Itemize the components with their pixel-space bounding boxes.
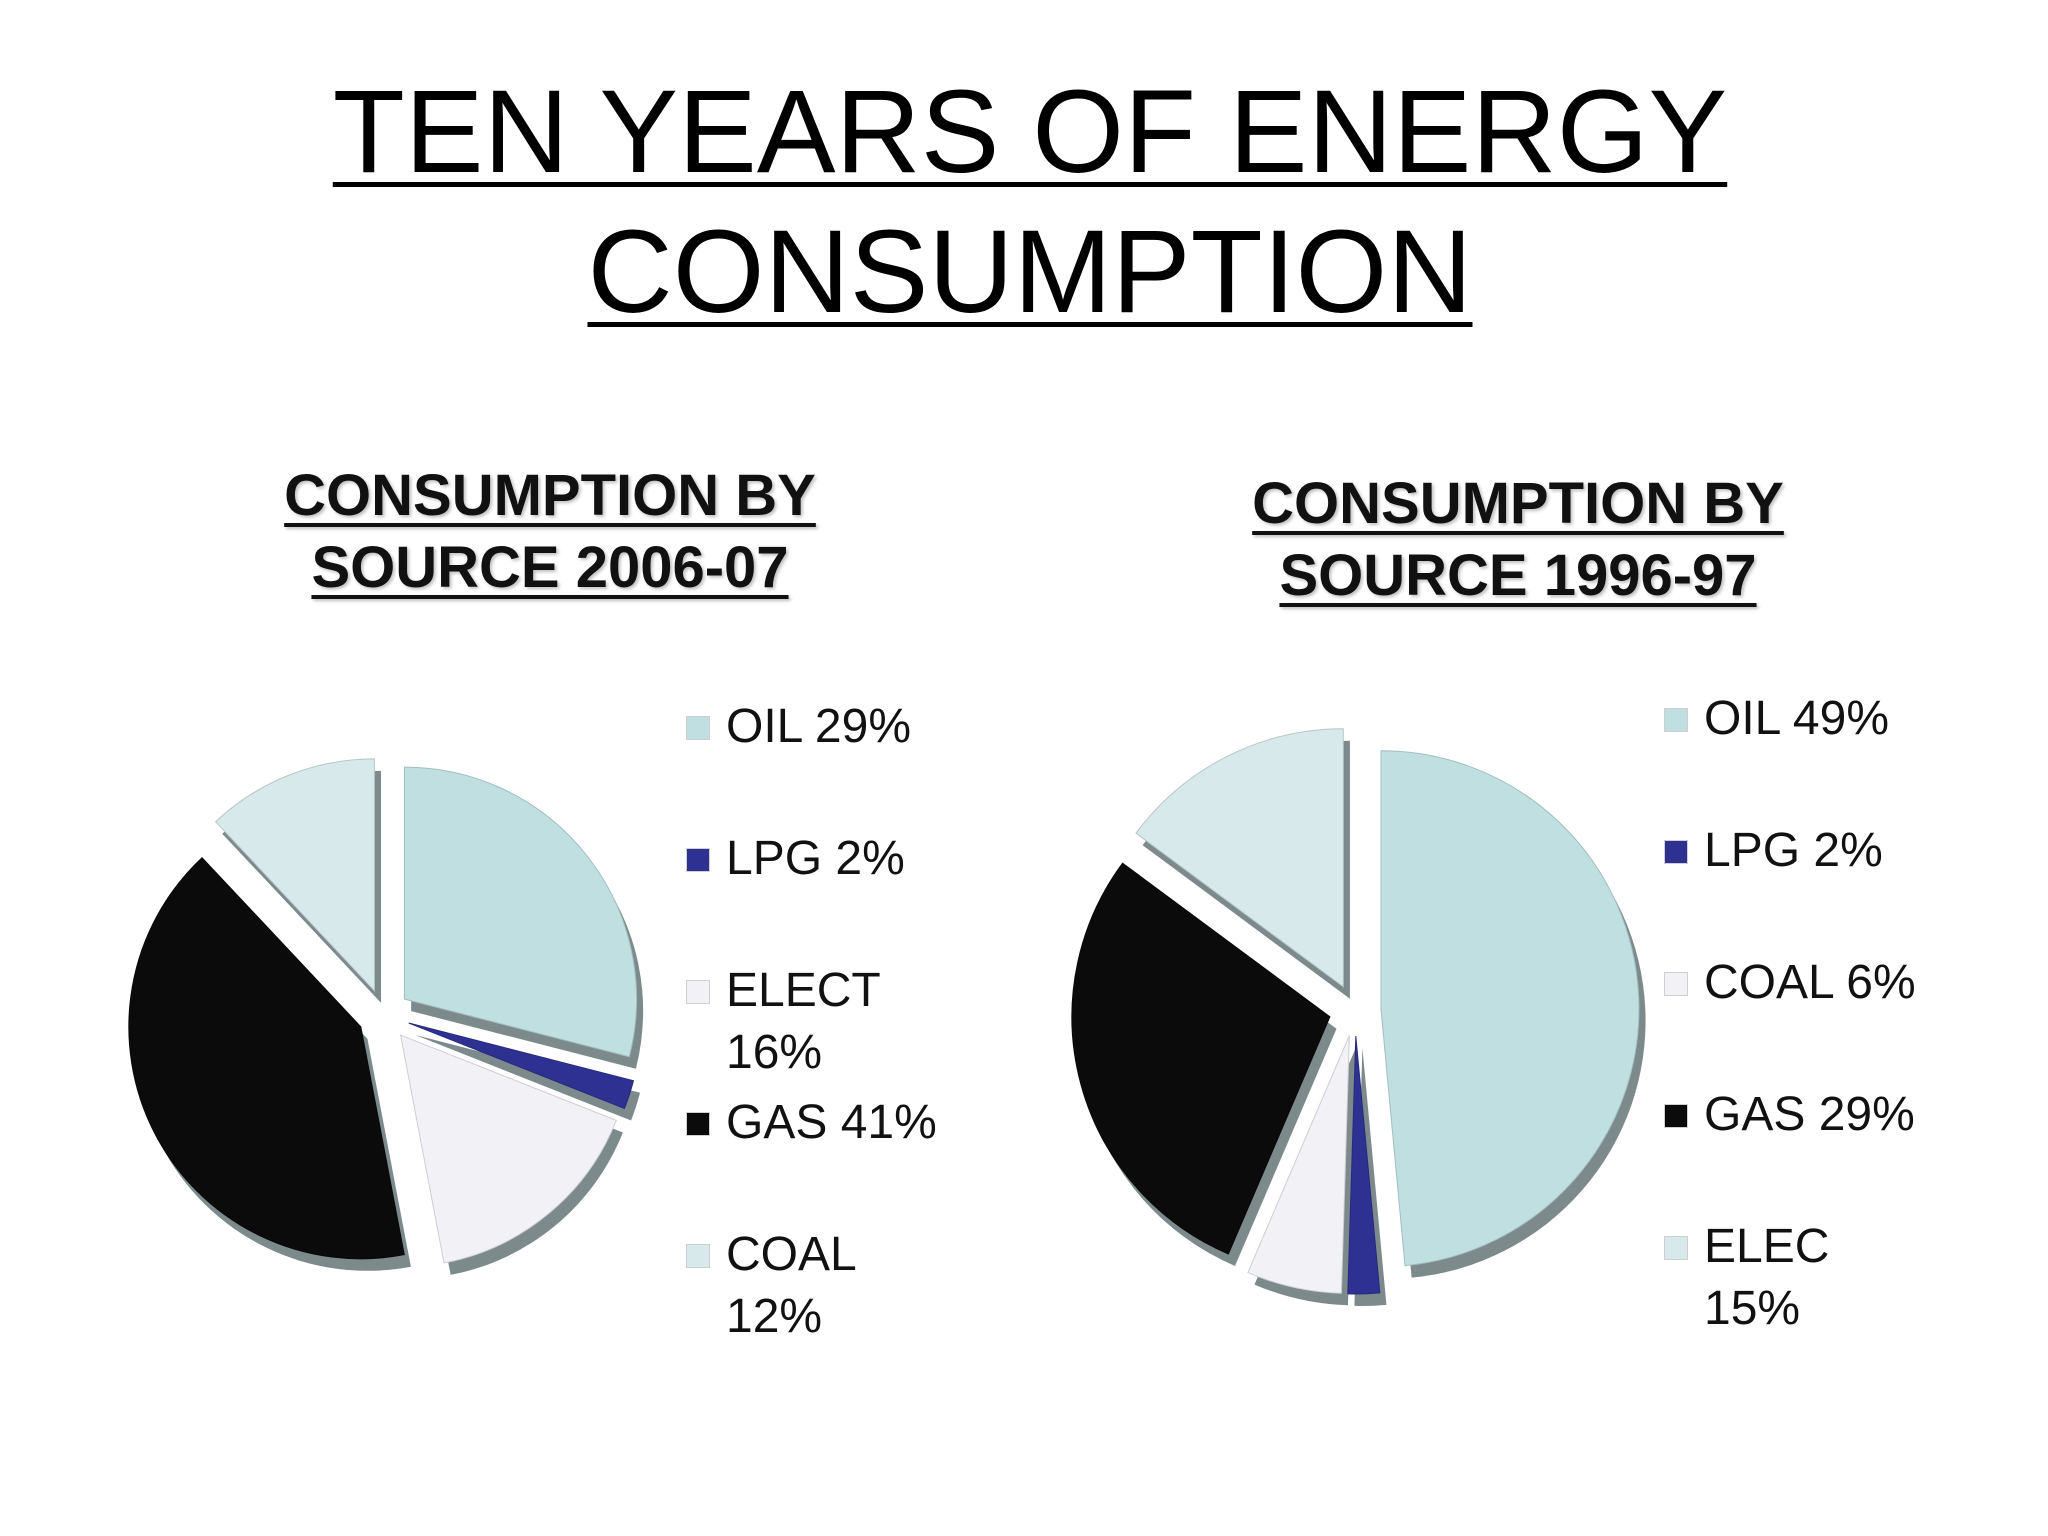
pie-slice-coal (1247, 1035, 1350, 1294)
legend-label: COAL 6% (1704, 956, 1916, 1009)
pie-slice-gas (1071, 862, 1331, 1255)
legend-label: ELEC 15% (1704, 1220, 1830, 1335)
legend-swatch (1664, 708, 1688, 732)
legend-label: GAS 41% (726, 1096, 937, 1149)
legend-swatch (686, 1112, 710, 1136)
pie-slice-lpg (408, 1022, 635, 1110)
legend-swatch (1664, 972, 1688, 996)
legend-2006-07: OIL 29% LPG 2% ELECT 16% GAS 41% COAL 12% (686, 696, 1006, 1356)
legend-label: ELECT 16% (726, 964, 881, 1079)
legend-label: GAS 29% (1704, 1088, 1915, 1141)
slide-title: TEN YEARS OF ENERGY CONSUMPTION (332, 66, 1728, 338)
legend-swatch (686, 716, 710, 740)
legend-label: COAL 12% (726, 1228, 857, 1343)
pie-slice-shadow-lpg (415, 1035, 641, 1121)
legend-swatch (686, 1244, 710, 1268)
pie-slice-elect (399, 1034, 617, 1264)
pie-slice-elec (1135, 728, 1344, 988)
pie-slice-lpg (1347, 1035, 1381, 1295)
pie-slice-oil (1380, 750, 1640, 1267)
legend-swatch (1664, 1236, 1688, 1260)
legend-swatch (686, 980, 710, 1004)
legend-swatch (686, 848, 710, 872)
chart-title-2006-07: CONSUMPTION BY SOURCE 2006-07 (284, 463, 816, 600)
legend-label: LPG 2% (726, 832, 905, 885)
chart-title-1996-97: CONSUMPTION BY SOURCE 1996-97 (1252, 471, 1784, 608)
legend-swatch (1664, 1104, 1688, 1128)
pie-slice-oil (404, 766, 638, 1058)
legend-label: LPG 2% (1704, 824, 1883, 877)
legend-1996-97: OIL 49% LPG 2% COAL 6% GAS 29% ELEC 15% (1664, 688, 1984, 1348)
legend-label: OIL 49% (1704, 692, 1889, 745)
legend-label: OIL 29% (726, 700, 911, 753)
pie-slice-coal (214, 758, 375, 993)
legend-swatch (1664, 840, 1688, 864)
pie-slice-gas (128, 856, 405, 1260)
